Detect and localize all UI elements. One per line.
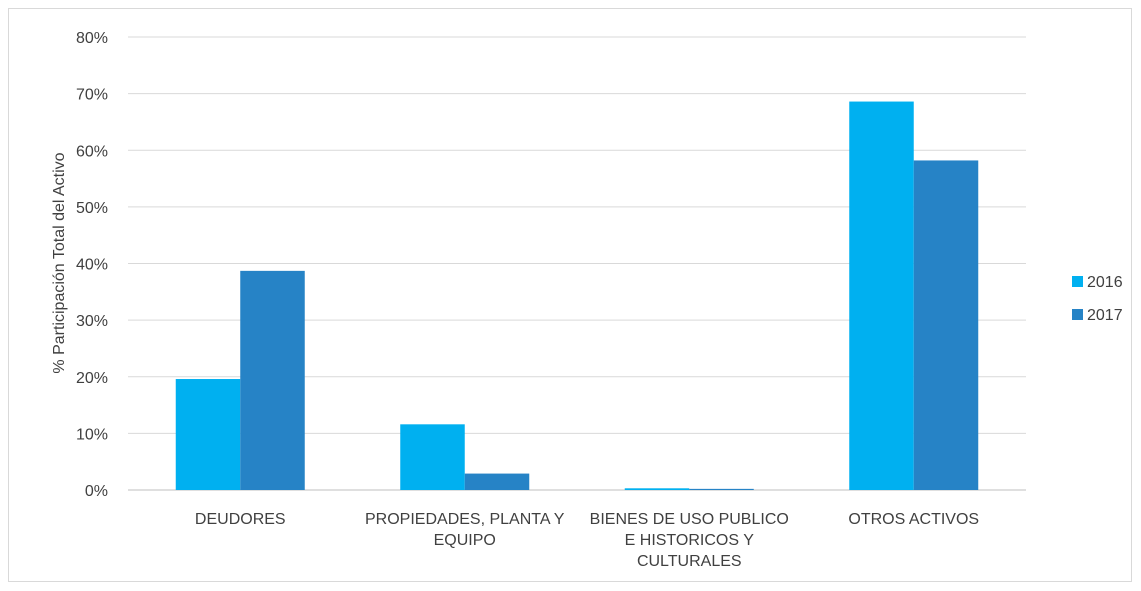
legend-swatch-2017 [1072,309,1083,320]
category-label: PROPIEDADES, PLANTA Y EQUIPO [365,511,565,549]
bar-2016-3 [849,101,914,491]
category-label: DEUDORES [195,511,286,528]
y-tick-label: 10% [76,426,108,443]
bar-2016-0 [175,379,241,490]
category-label: BIENES DE USO PUBLICO E HISTORICOS Y CULTU… [590,511,789,570]
legend-label-2017: 2017 [1087,307,1123,324]
category-label-line: DEUDORES [195,511,286,528]
legend-swatch-2016 [1072,276,1083,287]
category-label-line: E HISTORICOS Y [625,532,755,549]
category-label-line: PROPIEDADES, PLANTA Y [365,511,565,528]
category-label-line: OTROS ACTIVOS [848,511,979,528]
category-label-line: EQUIPO [434,532,496,549]
y-tick-label: 80% [76,30,108,47]
legend-label-2016: 2016 [1087,274,1123,291]
bar-2017-1 [464,473,530,490]
y-tick-label: 40% [76,257,108,274]
bar-2017-3 [913,160,979,490]
category-label-line: CULTURALES [637,553,742,570]
bar-2017-0 [240,270,305,490]
bar-2016-1 [400,424,465,490]
y-axis-title: % Participación Total del Activo [51,152,68,373]
bar-2017-2 [689,488,754,490]
y-tick-label: 30% [76,313,108,330]
category-label: OTROS ACTIVOS [848,511,979,528]
y-tick-label: 20% [76,370,108,387]
y-tick-label: 50% [76,200,108,217]
bar-2016-2 [624,488,690,490]
category-label-line: BIENES DE USO PUBLICO [590,511,789,528]
y-tick-label: 60% [76,143,108,160]
y-tick-label: 0% [85,483,108,500]
y-tick-label: 70% [76,87,108,104]
